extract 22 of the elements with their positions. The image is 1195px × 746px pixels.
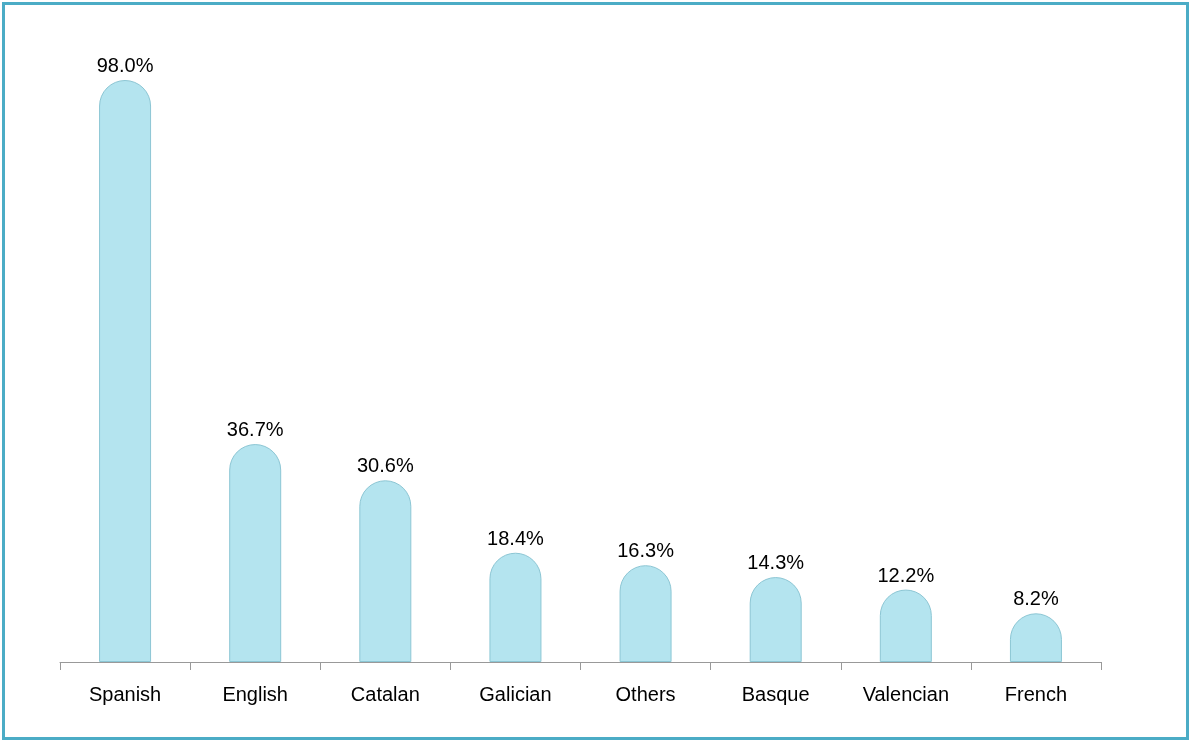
x-tick-label: Galician <box>479 683 552 705</box>
x-tick-label: Basque <box>741 683 810 705</box>
bar <box>359 480 412 662</box>
bar <box>229 444 282 662</box>
bar <box>749 577 802 662</box>
x-tick-label: Spanish <box>88 683 162 705</box>
x-tick-label: Valencian <box>862 683 949 705</box>
x-tick-label: Others <box>615 683 676 705</box>
data-label: 8.2% <box>1013 587 1059 610</box>
x-tick-label: English <box>222 683 288 705</box>
bar <box>99 80 152 662</box>
data-label: 18.4% <box>487 526 544 549</box>
x-tick-label: French <box>1004 683 1068 705</box>
data-label: 14.3% <box>747 551 805 574</box>
bar <box>489 552 542 662</box>
data-label: 16.3% <box>617 539 675 562</box>
data-label: 12.2% <box>877 563 935 586</box>
data-label: 98.0% <box>96 54 154 76</box>
x-tick-label: Catalan <box>350 683 420 705</box>
bar <box>619 565 672 662</box>
data-label: 36.7% <box>226 418 284 441</box>
data-label: 30.6% <box>356 454 414 477</box>
